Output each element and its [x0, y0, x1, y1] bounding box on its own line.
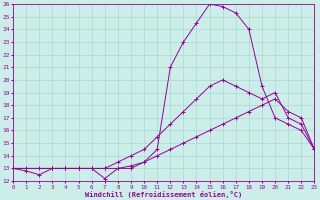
X-axis label: Windchill (Refroidissement éolien,°C): Windchill (Refroidissement éolien,°C) [85, 191, 242, 198]
